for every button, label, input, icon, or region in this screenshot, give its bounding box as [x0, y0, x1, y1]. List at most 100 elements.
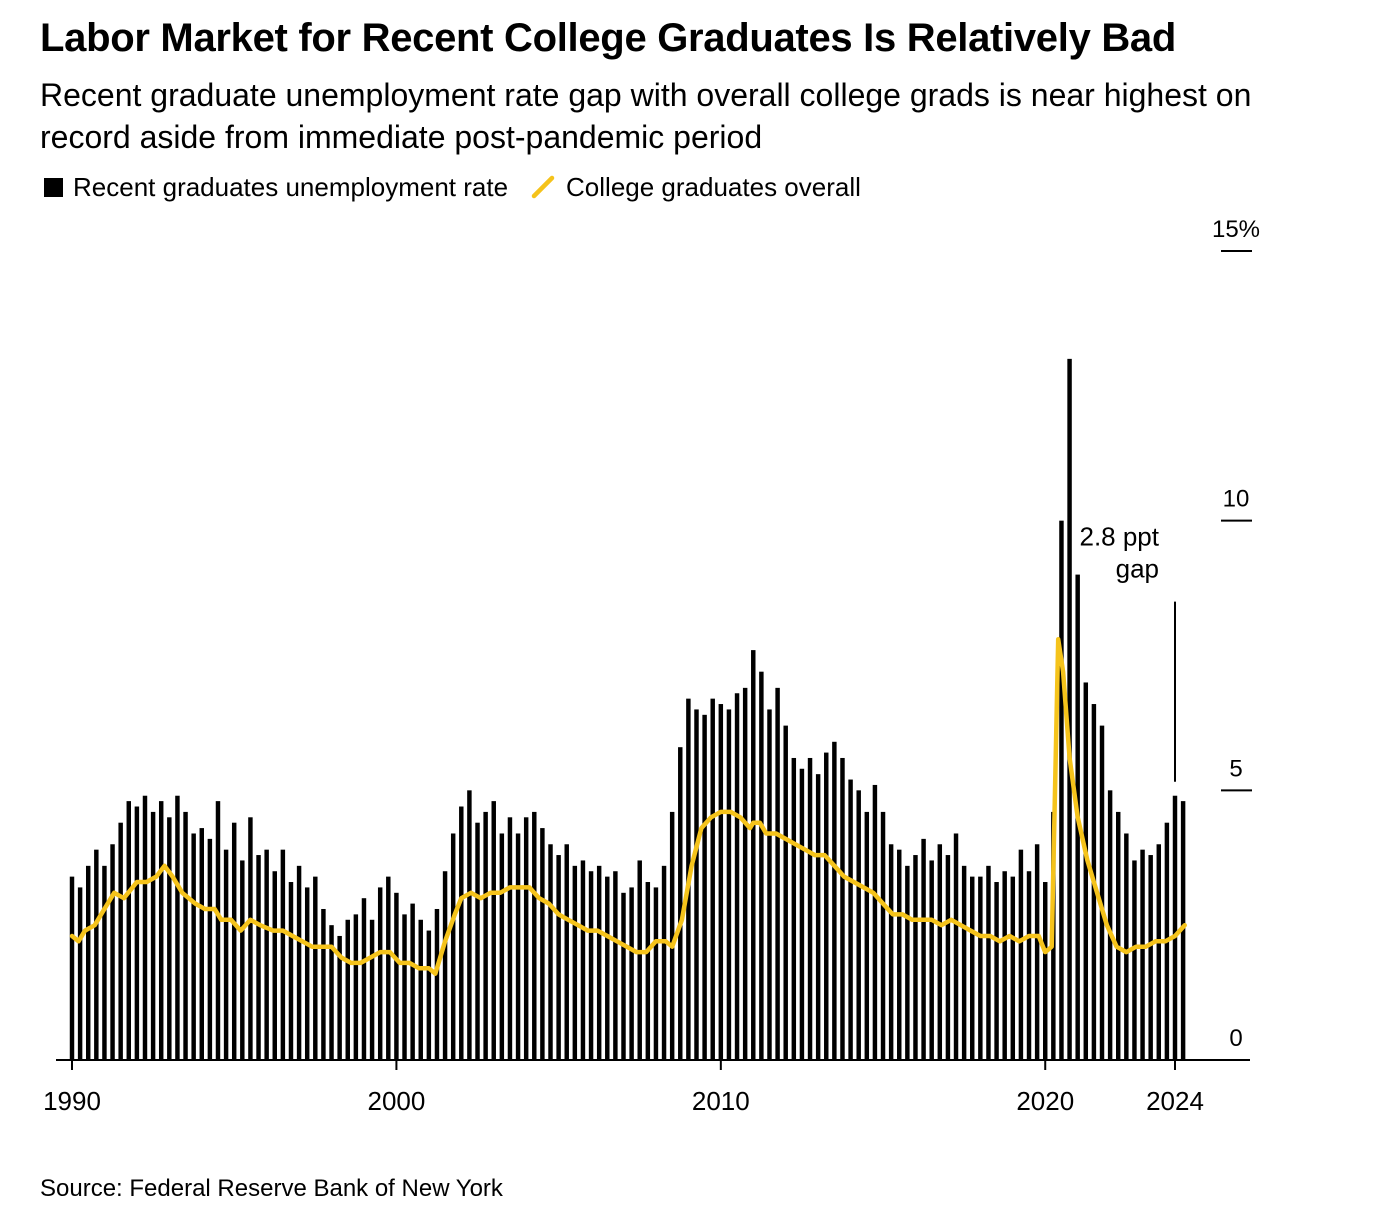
- x-tick-label: 2010: [692, 1086, 750, 1116]
- bar: [126, 801, 132, 1060]
- bar: [1010, 876, 1016, 1060]
- bar: [337, 935, 342, 1060]
- bar: [183, 811, 188, 1060]
- bar: [961, 865, 967, 1060]
- bar: [118, 822, 123, 1060]
- bar: [191, 833, 196, 1060]
- bar: [864, 811, 870, 1060]
- bar: [158, 801, 164, 1060]
- y-tick-label: 10: [1223, 486, 1250, 513]
- bar: [483, 811, 488, 1060]
- bar: [223, 849, 229, 1060]
- bar: [978, 876, 983, 1060]
- bar: [110, 844, 115, 1060]
- bar: [369, 919, 375, 1060]
- legend-swatch-bar-icon: [44, 177, 63, 197]
- bar: [231, 822, 237, 1060]
- bar: [515, 833, 521, 1060]
- bar: [1034, 844, 1040, 1060]
- bar: [1180, 801, 1186, 1060]
- bar: [970, 876, 975, 1060]
- bar: [1067, 358, 1072, 1060]
- bar: [572, 865, 578, 1060]
- bar: [321, 908, 326, 1060]
- bar: [256, 855, 261, 1060]
- bar: [702, 714, 707, 1060]
- bar: [840, 757, 845, 1060]
- bar: [856, 790, 861, 1060]
- bar: [710, 698, 715, 1060]
- gap-annotation-text: 2.8 ppt: [1079, 522, 1159, 552]
- bar: [678, 747, 683, 1060]
- bar: [85, 865, 91, 1060]
- bar: [921, 838, 926, 1060]
- x-tick-label: 2000: [367, 1086, 425, 1116]
- bar: [304, 887, 310, 1060]
- x-tick-label: 2020: [1016, 1086, 1074, 1116]
- bar: [751, 650, 756, 1060]
- bar: [872, 784, 878, 1060]
- bar: [1140, 849, 1145, 1060]
- bar: [1107, 790, 1113, 1060]
- bar: [434, 908, 440, 1060]
- bar: [596, 865, 602, 1060]
- bar: [442, 871, 448, 1060]
- bar: [888, 844, 894, 1060]
- bar: [945, 855, 951, 1060]
- bar: [767, 709, 772, 1060]
- bar: [832, 741, 837, 1060]
- bar: [775, 687, 780, 1060]
- bar: [467, 790, 472, 1060]
- chart-subtitle: Recent graduate unemployment rate gap wi…: [40, 77, 1252, 155]
- bar: [1043, 882, 1048, 1060]
- bar: [345, 919, 350, 1060]
- x-tick-label: 2024: [1146, 1086, 1204, 1116]
- bar: [613, 871, 618, 1060]
- bar: [540, 828, 545, 1060]
- bar: [175, 795, 180, 1060]
- bar: [523, 817, 529, 1060]
- legend-item-recent-graduates: Recent graduates unemployment rate: [44, 172, 508, 203]
- bar: [588, 871, 594, 1060]
- bar: [653, 887, 659, 1060]
- bar: [426, 930, 432, 1060]
- bar: [742, 687, 748, 1060]
- bar: [134, 806, 140, 1060]
- y-tick-label: 5: [1229, 755, 1242, 782]
- bar: [718, 704, 724, 1060]
- bar: [897, 849, 902, 1060]
- bar: [605, 876, 610, 1060]
- bar: [953, 833, 959, 1060]
- bar: [815, 774, 821, 1060]
- bar: [313, 876, 318, 1060]
- bar: [1156, 844, 1162, 1060]
- bar: [386, 876, 391, 1060]
- bar: [207, 838, 213, 1060]
- bar: [783, 725, 788, 1060]
- legend-label-recent-graduates: Recent graduates unemployment rate: [73, 171, 509, 202]
- bar: [288, 882, 294, 1060]
- x-tick-label: 1990: [43, 1086, 101, 1116]
- bar: [807, 757, 813, 1060]
- bar: [994, 882, 999, 1060]
- bar: [459, 806, 464, 1060]
- bar: [726, 709, 732, 1060]
- bar: [580, 860, 586, 1060]
- bar: [248, 817, 253, 1060]
- source-note: Source: Federal Reserve Bank of New York: [40, 1175, 503, 1202]
- bar: [1083, 682, 1089, 1060]
- bar: [491, 801, 496, 1060]
- bar: [669, 811, 675, 1060]
- bar: [1115, 811, 1121, 1060]
- y-tick-label: 15%: [1212, 216, 1260, 243]
- bar: [1026, 871, 1032, 1060]
- bar: [759, 671, 764, 1060]
- bar: [791, 757, 797, 1060]
- bar: [1124, 833, 1129, 1060]
- bar: [69, 876, 75, 1060]
- legend-label-college-graduates: College graduates overall: [566, 171, 861, 202]
- bar: [1002, 871, 1007, 1060]
- bar: [410, 903, 415, 1060]
- bar: [532, 811, 537, 1060]
- bar: [637, 860, 642, 1060]
